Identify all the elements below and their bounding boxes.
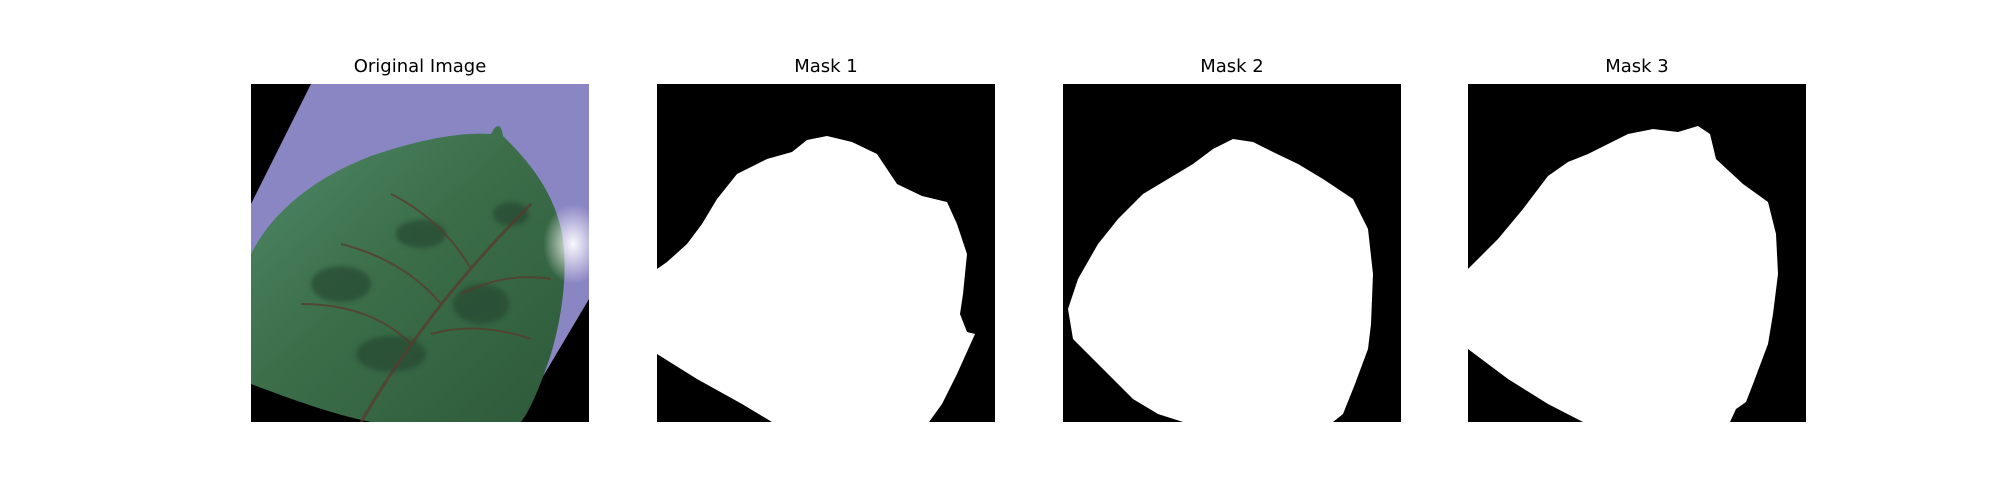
mask-3-region [1468,126,1778,422]
mask-1-panel: Mask 1 [657,56,995,422]
mask-3-panel: Mask 3 [1468,56,1806,422]
mask-1-region [657,136,975,422]
mask-2-panel: Mask 2 [1063,56,1401,422]
mask-2-image [1063,84,1401,422]
mask-1-image [657,84,995,422]
panel-title: Mask 1 [794,56,858,77]
panel-title: Mask 3 [1605,56,1669,77]
original-image-panel: Original Image [251,56,589,422]
mask-3-image [1468,84,1806,422]
panel-title: Original Image [353,56,487,77]
original-leaf-image [251,84,589,422]
panel-title: Mask 2 [1200,56,1264,77]
mask-2-region [1068,139,1373,422]
